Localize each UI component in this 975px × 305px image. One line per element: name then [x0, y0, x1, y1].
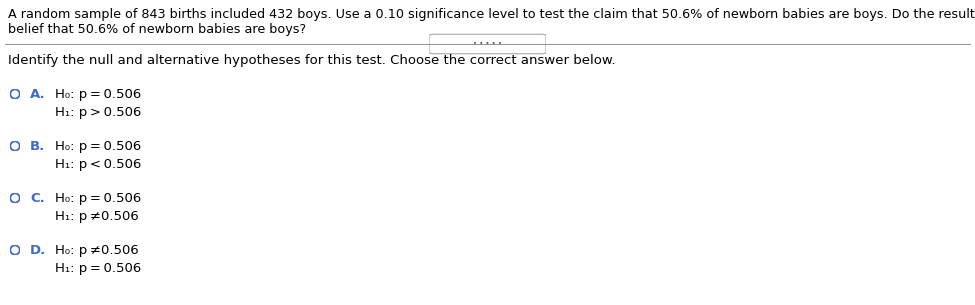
Text: C.: C.	[30, 192, 45, 205]
Text: A.: A.	[30, 88, 46, 101]
Text: H₀: p ≠0.506: H₀: p ≠0.506	[55, 244, 138, 257]
FancyBboxPatch shape	[429, 34, 546, 54]
Text: H₀: p = 0.506: H₀: p = 0.506	[55, 88, 141, 101]
Text: Identify the null and alternative hypotheses for this test. Choose the correct a: Identify the null and alternative hypoth…	[8, 54, 615, 67]
Text: H₁: p ≠0.506: H₁: p ≠0.506	[55, 210, 138, 223]
Text: belief that 50.6% of newborn babies are boys?: belief that 50.6% of newborn babies are …	[8, 23, 306, 36]
Text: H₁: p = 0.506: H₁: p = 0.506	[55, 262, 141, 275]
Text: H₁: p > 0.506: H₁: p > 0.506	[55, 106, 141, 119]
Text: A random sample of 843 births included 432 boys. Use a 0.10 significance level t: A random sample of 843 births included 4…	[8, 8, 975, 21]
Text: H₀: p = 0.506: H₀: p = 0.506	[55, 140, 141, 153]
Text: H₀: p = 0.506: H₀: p = 0.506	[55, 192, 141, 205]
Text: D.: D.	[30, 244, 46, 257]
Text: H₁: p < 0.506: H₁: p < 0.506	[55, 158, 141, 171]
Text: • • • • •: • • • • •	[473, 41, 502, 47]
Text: B.: B.	[30, 140, 45, 153]
